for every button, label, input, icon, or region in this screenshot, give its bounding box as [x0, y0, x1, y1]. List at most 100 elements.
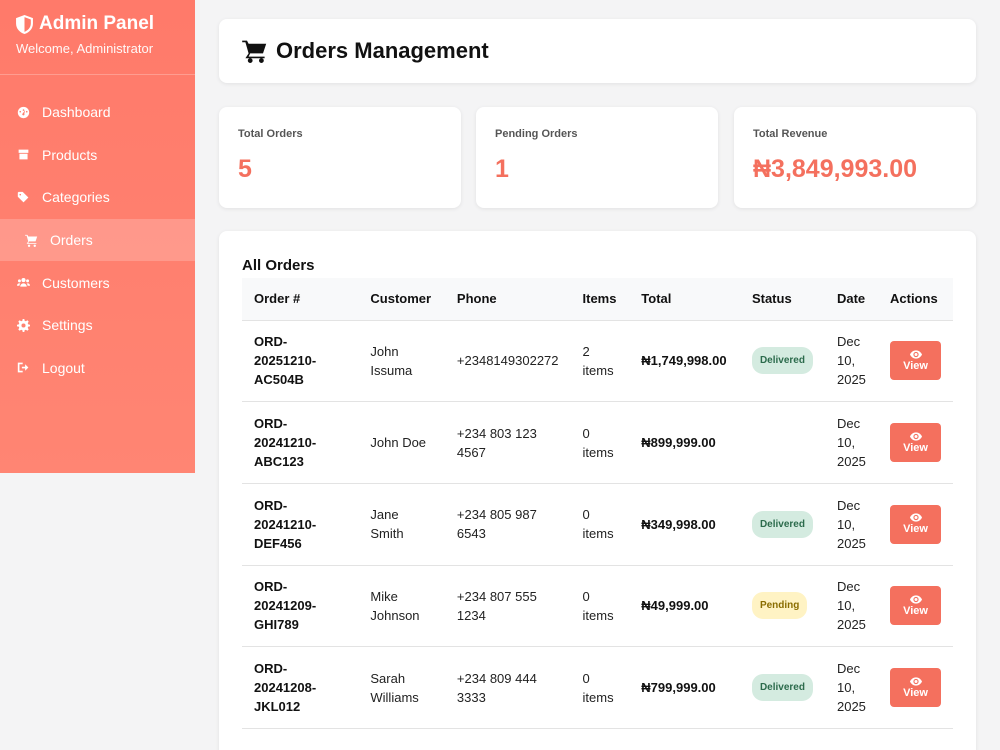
- customer-cell: John Issuma: [358, 320, 445, 403]
- date-day: 10,: [836, 516, 856, 532]
- column-header: Actions: [878, 278, 953, 321]
- phone-part2: 1234: [456, 607, 486, 623]
- sidebar-nav: Dashboard Products Categories Orders Cus…: [0, 91, 195, 389]
- phone-part1: +234 805 987: [456, 507, 537, 523]
- customer-cell: Jane Smith: [358, 483, 445, 566]
- view-order-button[interactable]: View: [890, 668, 941, 708]
- users-icon: [16, 276, 30, 290]
- status-cell: [739, 401, 825, 484]
- customer-part2: Williams: [370, 689, 419, 705]
- sidebar-item-label: Settings: [42, 317, 93, 334]
- date-month: Dec: [836, 334, 861, 350]
- date-day: 10,: [836, 598, 856, 614]
- items-count: 0: [582, 425, 590, 441]
- table-row: ORD-20241210- DEF456 Jane Smith +234 805 9…: [242, 483, 953, 566]
- cart-icon: [24, 233, 38, 247]
- actions-cell: View: [878, 401, 953, 484]
- date-cell: Dec 10, 2025: [824, 401, 878, 484]
- phone-part1: +2348149302272: [456, 353, 559, 369]
- items-count: 0: [582, 670, 590, 686]
- orders-table: Order # Customer Phone Items Total Statu…: [242, 278, 953, 729]
- sidebar-item-label: Logout: [42, 359, 85, 376]
- cart-icon: [242, 39, 268, 63]
- date-year: 2025: [836, 699, 866, 715]
- items-count: 0: [582, 507, 590, 523]
- column-header: Items: [570, 278, 630, 321]
- items-unit: items: [582, 689, 614, 705]
- order-id-part1: ORD-20251210-: [254, 334, 317, 369]
- sidebar-item-settings[interactable]: Settings: [0, 304, 195, 347]
- column-header: Total: [629, 278, 740, 321]
- customer-part1: Mike: [370, 588, 398, 604]
- phone-part1: +234 803 123: [456, 425, 537, 441]
- customer-part2: Smith: [370, 526, 404, 542]
- status-cell: Pending: [739, 565, 825, 648]
- tags-icon: [16, 190, 30, 204]
- stat-label: Total Orders: [238, 128, 303, 140]
- order-id-cell: ORD-20241210- DEF456: [242, 483, 359, 566]
- status-cell: Delivered: [739, 646, 825, 729]
- order-id-part2: AC504B: [254, 372, 304, 388]
- date-cell: Dec 10, 2025: [824, 565, 878, 648]
- order-id-part1: ORD-20241208-: [254, 661, 317, 696]
- actions-cell: View: [878, 646, 953, 729]
- sidebar-item-customers[interactable]: Customers: [0, 261, 195, 304]
- column-header: Phone: [444, 278, 571, 321]
- sidebar-item-logout[interactable]: Logout: [0, 347, 195, 390]
- phone-part2: 6543: [456, 526, 486, 542]
- view-order-button[interactable]: View: [890, 504, 941, 544]
- customer-part1: Jane: [370, 507, 399, 523]
- sidebar-item-label: Customers: [42, 274, 110, 291]
- order-id-part2: DEF456: [254, 535, 302, 551]
- order-id-cell: ORD-20241209- GHI789: [242, 565, 359, 648]
- items-cell: 0 items: [570, 483, 630, 566]
- date-year: 2025: [836, 372, 866, 388]
- sidebar-item-orders[interactable]: Orders: [0, 218, 195, 262]
- date-year: 2025: [836, 535, 866, 551]
- view-order-button[interactable]: View: [890, 423, 941, 463]
- date-day: 10,: [836, 435, 856, 451]
- stat-value: ₦3,849,993.00: [753, 155, 918, 183]
- date-month: Dec: [836, 579, 861, 595]
- sidebar-item-products[interactable]: Products: [0, 134, 195, 177]
- total-cell: ₦1,749,998.00: [629, 320, 740, 403]
- sidebar-item-categories[interactable]: Categories: [0, 176, 195, 219]
- box-icon: [16, 148, 30, 162]
- order-id-cell: ORD-20241210- ABC123: [242, 401, 359, 484]
- gear-icon: [16, 318, 30, 332]
- brand-subtitle: Welcome, Administrator: [16, 41, 154, 56]
- order-id-part2: GHI789: [254, 617, 299, 633]
- date-month: Dec: [836, 497, 861, 513]
- page-title-row: Orders Management: [242, 38, 489, 64]
- actions-cell: View: [878, 565, 953, 648]
- sidebar-item-dashboard[interactable]: Dashboard: [0, 91, 195, 134]
- total-cell: ₦799,999.00: [629, 646, 740, 729]
- date-cell: Dec 10, 2025: [824, 320, 878, 403]
- items-unit: items: [582, 444, 614, 460]
- customer-part2: Issuma: [370, 362, 413, 378]
- view-button-label: View: [903, 523, 928, 536]
- phone-cell: +234 809 444 3333: [444, 646, 571, 729]
- view-order-button[interactable]: View: [890, 586, 941, 626]
- status-cell: Delivered: [739, 483, 825, 566]
- status-badge: Delivered: [751, 674, 813, 702]
- customer-cell: John Doe: [358, 401, 445, 484]
- order-id-cell: ORD-20251210- AC504B: [242, 320, 359, 403]
- date-day: 10,: [836, 353, 856, 369]
- order-id-part2: JKL012: [254, 699, 301, 715]
- table-row: ORD-20241209- GHI789 Mike Johnson +234 807…: [242, 565, 953, 648]
- page-header: Orders Management: [219, 19, 976, 83]
- actions-cell: View: [878, 320, 953, 403]
- total-cell: ₦349,998.00: [629, 483, 740, 566]
- customer-part1: John: [370, 343, 399, 359]
- items-unit: items: [582, 607, 614, 623]
- date-day: 10,: [836, 680, 856, 696]
- view-order-button[interactable]: View: [890, 341, 941, 381]
- table-row: ORD-20241210- ABC123 John Doe +234 803 12…: [242, 401, 953, 484]
- table-row: ORD-20251210- AC504B John Issuma +23481493…: [242, 320, 953, 403]
- column-header: Order #: [242, 278, 359, 321]
- table-header-row: Order # Customer Phone Items Total Statu…: [242, 278, 953, 321]
- column-header: Status: [739, 278, 825, 321]
- phone-cell: +234 803 123 4567: [444, 401, 571, 484]
- order-id-part1: ORD-20241210-: [254, 497, 317, 532]
